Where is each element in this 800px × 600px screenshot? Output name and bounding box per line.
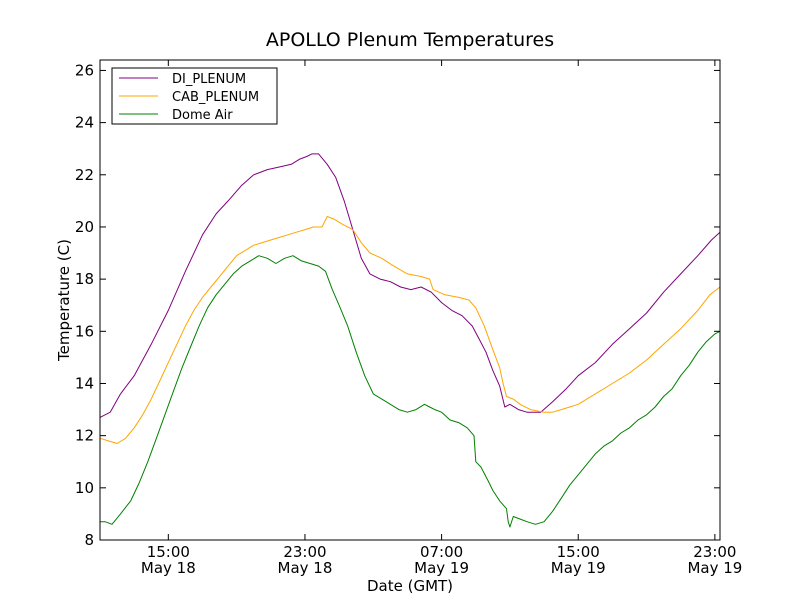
series-line-dome-air — [100, 255, 721, 528]
y-axis-label: Temperature (C) — [55, 239, 73, 362]
x-tick-label-time: 15:00 — [557, 543, 600, 561]
y-tick-label: 18 — [75, 270, 94, 288]
y-tick-label: 12 — [75, 427, 94, 445]
x-tick-label-time: 23:00 — [693, 543, 736, 561]
legend-label-di-plenum: DI_PLENUM — [172, 72, 246, 87]
y-tick-label: 26 — [75, 61, 94, 79]
legend-label-dome-air: Dome Air — [172, 108, 233, 123]
x-tick-label-time: 07:00 — [420, 543, 463, 561]
x-tick-label-date: May 19 — [687, 559, 742, 577]
y-tick-label: 22 — [75, 166, 94, 184]
x-tick-label-time: 15:00 — [147, 543, 190, 561]
plot-area-frame — [99, 59, 721, 541]
series-line-cab-plenum — [99, 216, 721, 444]
y-tick-label: 24 — [75, 114, 94, 132]
chart-title: APOLLO Plenum Temperatures — [266, 29, 554, 51]
x-tick-label-date: May 18 — [278, 559, 333, 577]
y-tick-label: 16 — [75, 322, 94, 340]
x-tick-label-date: May 19 — [551, 559, 606, 577]
y-tick-label: 8 — [84, 531, 94, 549]
y-tick-label: 20 — [75, 218, 94, 236]
legend-label-cab-plenum: CAB_PLENUM — [172, 90, 259, 105]
series-line-di-plenum — [99, 153, 721, 418]
y-tick-label: 10 — [75, 479, 94, 497]
y-tick-label: 14 — [75, 374, 94, 392]
x-tick-label-time: 23:00 — [283, 543, 326, 561]
legend-items: DI_PLENUM CAB_PLENUM Dome Air — [119, 72, 259, 123]
series-layer — [99, 153, 721, 528]
x-tick-label-date: May 19 — [414, 559, 469, 577]
x-axis-label: Date (GMT) — [367, 577, 453, 595]
legend: DI_PLENUM CAB_PLENUM Dome Air — [111, 67, 278, 125]
x-tick-label-date: May 18 — [141, 559, 196, 577]
